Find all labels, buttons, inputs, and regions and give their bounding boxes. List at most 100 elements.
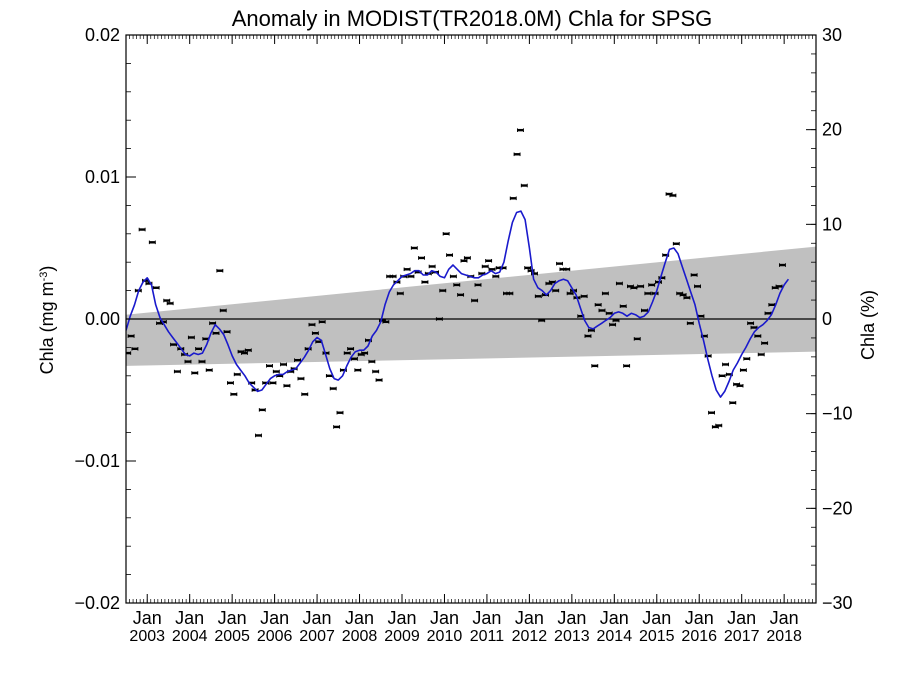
monthly-point bbox=[233, 372, 241, 377]
monthly-point bbox=[534, 294, 542, 299]
monthly-point bbox=[694, 284, 701, 289]
monthly-point bbox=[757, 352, 765, 357]
trend-band bbox=[126, 246, 816, 366]
monthly-point bbox=[272, 369, 280, 374]
x-tick-label-month: Jan bbox=[727, 608, 756, 628]
monthly-point bbox=[336, 410, 344, 415]
monthly-point bbox=[223, 329, 231, 334]
monthly-point bbox=[552, 288, 560, 293]
x-tick-label-month: Jan bbox=[515, 608, 544, 628]
monthly-point bbox=[148, 240, 156, 245]
monthly-point bbox=[485, 258, 493, 263]
monthly-point bbox=[382, 320, 390, 324]
monthly-point bbox=[587, 328, 595, 333]
monthly-point bbox=[195, 347, 203, 351]
monthly-point bbox=[347, 347, 355, 351]
monthly-point bbox=[471, 298, 479, 303]
monthly-point bbox=[283, 383, 291, 388]
monthly-point bbox=[389, 274, 397, 279]
monthly-point bbox=[615, 281, 623, 286]
y-tick-label-right: −30 bbox=[822, 593, 853, 613]
monthly-point bbox=[308, 322, 316, 327]
monthly-point bbox=[311, 331, 319, 335]
monthly-point bbox=[318, 320, 326, 324]
monthly-point bbox=[258, 408, 266, 412]
y-axis-label-right: Chla (%) bbox=[858, 290, 878, 360]
monthly-point bbox=[463, 256, 471, 260]
monthly-point bbox=[442, 232, 450, 236]
monthly-point bbox=[591, 364, 599, 368]
monthly-point bbox=[212, 331, 220, 335]
y-tick-label-left: 0.00 bbox=[85, 309, 120, 329]
x-tick-label-year: 2005 bbox=[214, 628, 250, 645]
monthly-point bbox=[601, 291, 609, 296]
x-tick-label-month: Jan bbox=[387, 608, 416, 628]
monthly-point bbox=[216, 268, 224, 273]
monthly-point bbox=[446, 253, 454, 257]
monthly-point bbox=[669, 193, 677, 198]
monthly-point bbox=[244, 348, 252, 353]
x-tick-label-year: 2003 bbox=[129, 628, 165, 645]
monthly-point bbox=[754, 334, 762, 338]
monthly-point bbox=[131, 347, 139, 351]
monthly-point bbox=[747, 321, 755, 326]
monthly-point bbox=[354, 368, 362, 372]
monthly-point bbox=[474, 283, 482, 287]
x-tick-label-month: Jan bbox=[642, 608, 671, 628]
monthly-point bbox=[280, 362, 287, 367]
x-tick-label-month: Jan bbox=[685, 608, 714, 628]
monthly-point bbox=[191, 371, 199, 375]
monthly-point bbox=[594, 303, 602, 307]
y-tick-label-right: 20 bbox=[822, 120, 842, 140]
monthly-point bbox=[492, 274, 500, 279]
x-tick-label-year: 2015 bbox=[639, 628, 675, 645]
x-tick-label-month: Jan bbox=[557, 608, 586, 628]
x-tick-label-year: 2010 bbox=[427, 628, 463, 645]
monthly-point bbox=[453, 283, 461, 287]
monthly-point bbox=[460, 258, 468, 263]
monthly-point bbox=[584, 334, 592, 338]
monthly-point bbox=[301, 392, 309, 397]
monthly-point bbox=[333, 425, 341, 429]
monthly-point bbox=[630, 285, 638, 290]
y-tick-label-right: 10 bbox=[822, 214, 842, 234]
monthly-point bbox=[198, 359, 206, 364]
x-tick-label-year: 2017 bbox=[724, 628, 760, 645]
x-tick-label-month: Jan bbox=[472, 608, 501, 628]
y-tick-label-left: 0.02 bbox=[85, 25, 120, 45]
monthly-point bbox=[421, 280, 429, 284]
x-tick-label-month: Jan bbox=[175, 608, 204, 628]
x-tick-label-year: 2007 bbox=[299, 628, 335, 645]
y-axis-label-left-close: ) bbox=[37, 266, 57, 272]
monthly-point bbox=[297, 376, 305, 381]
monthly-point bbox=[609, 322, 617, 327]
monthly-point bbox=[428, 264, 436, 269]
x-tick-label-year: 2016 bbox=[681, 628, 717, 645]
monthly-point bbox=[488, 267, 496, 272]
monthly-point bbox=[672, 241, 680, 246]
monthly-point bbox=[556, 261, 563, 266]
monthly-point bbox=[219, 308, 227, 313]
x-tick-label-year: 2011 bbox=[470, 628, 505, 645]
monthly-point bbox=[679, 293, 687, 297]
x-tick-label-month: Jan bbox=[218, 608, 247, 628]
monthly-point bbox=[126, 351, 132, 355]
monthly-point bbox=[329, 386, 337, 391]
monthly-point bbox=[563, 267, 571, 272]
monthly-point bbox=[230, 392, 238, 397]
monthly-point bbox=[708, 410, 715, 415]
monthly-point bbox=[227, 381, 234, 385]
x-tick-label-month: Jan bbox=[770, 608, 799, 628]
monthly-point bbox=[520, 183, 528, 188]
monthly-point bbox=[439, 288, 447, 293]
monthly-point bbox=[368, 359, 376, 364]
monthly-point bbox=[457, 293, 465, 297]
x-tick-label-month: Jan bbox=[133, 608, 162, 628]
monthly-point bbox=[343, 351, 351, 355]
y-axis-label-left-superscript: -3 bbox=[38, 272, 50, 282]
monthly-point bbox=[205, 368, 213, 372]
monthly-point bbox=[648, 283, 656, 287]
x-tick-label-year: 2008 bbox=[342, 628, 378, 645]
chart-title: Anomaly in MODIST(TR2018.0M) Chla for SP… bbox=[232, 6, 712, 31]
